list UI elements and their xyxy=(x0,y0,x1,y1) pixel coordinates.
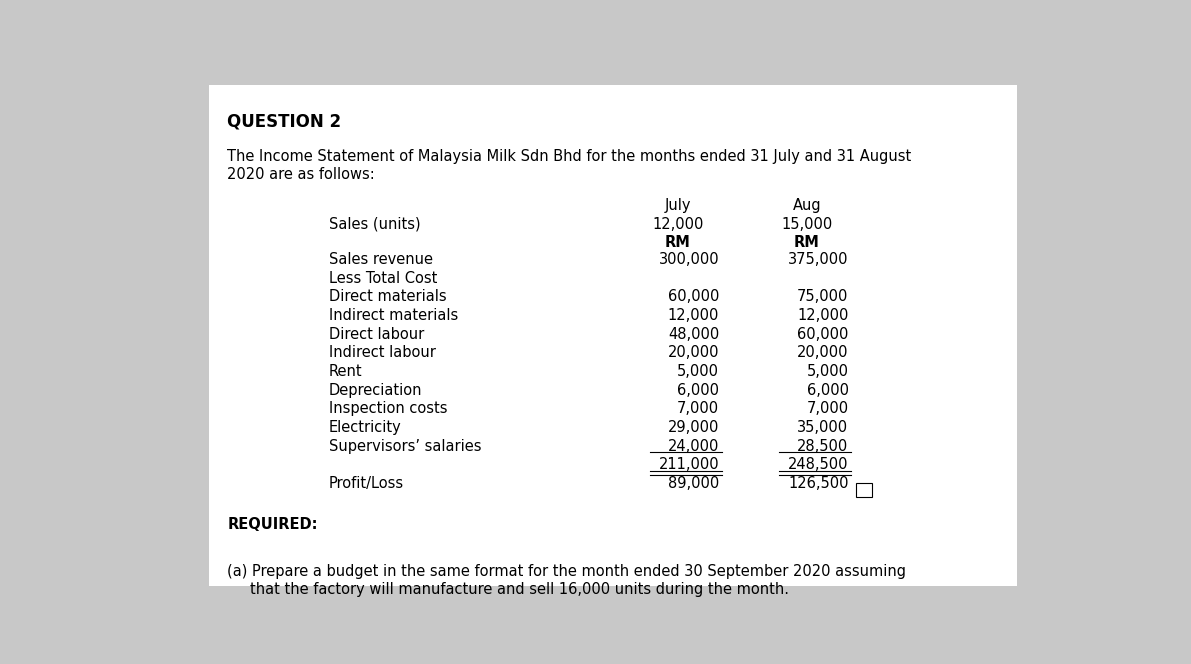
Text: 248,500: 248,500 xyxy=(788,457,848,473)
Text: Depreciation: Depreciation xyxy=(329,382,423,398)
Text: 75,000: 75,000 xyxy=(797,290,848,305)
Text: 60,000: 60,000 xyxy=(797,327,848,342)
Text: 6,000: 6,000 xyxy=(806,382,848,398)
Text: 60,000: 60,000 xyxy=(668,290,719,305)
Text: Inspection costs: Inspection costs xyxy=(329,402,448,416)
Text: Indirect materials: Indirect materials xyxy=(329,308,459,323)
Text: 2020 are as follows:: 2020 are as follows: xyxy=(227,167,375,183)
Text: Direct materials: Direct materials xyxy=(329,290,447,305)
Text: 35,000: 35,000 xyxy=(798,420,848,435)
Text: Profit/Loss: Profit/Loss xyxy=(329,476,404,491)
Text: RM: RM xyxy=(665,235,691,250)
Text: 12,000: 12,000 xyxy=(668,308,719,323)
Text: QUESTION 2: QUESTION 2 xyxy=(227,113,342,131)
Text: July: July xyxy=(665,198,691,213)
Text: that the factory will manufacture and sell 16,000 units during the month.: that the factory will manufacture and se… xyxy=(250,582,790,598)
Text: Direct labour: Direct labour xyxy=(329,327,424,342)
Text: Sales revenue: Sales revenue xyxy=(329,252,432,267)
Text: 24,000: 24,000 xyxy=(668,439,719,454)
Text: 126,500: 126,500 xyxy=(788,476,848,491)
Text: 12,000: 12,000 xyxy=(797,308,848,323)
Text: Sales (units): Sales (units) xyxy=(329,216,420,232)
Text: 5,000: 5,000 xyxy=(806,364,848,379)
Text: REQUIRED:: REQUIRED: xyxy=(227,517,318,532)
Text: 7,000: 7,000 xyxy=(678,402,719,416)
Text: 12,000: 12,000 xyxy=(653,216,704,232)
Text: Indirect labour: Indirect labour xyxy=(329,345,436,361)
Text: (a) Prepare a budget in the same format for the month ended 30 September 2020 as: (a) Prepare a budget in the same format … xyxy=(227,564,906,579)
Text: 7,000: 7,000 xyxy=(806,402,848,416)
Text: 375,000: 375,000 xyxy=(788,252,848,267)
Text: 20,000: 20,000 xyxy=(668,345,719,361)
Text: Supervisors’ salaries: Supervisors’ salaries xyxy=(329,439,481,454)
Text: 6,000: 6,000 xyxy=(678,382,719,398)
Text: Less Total Cost: Less Total Cost xyxy=(329,271,437,286)
Text: 28,500: 28,500 xyxy=(797,439,848,454)
Text: Aug: Aug xyxy=(793,198,822,213)
Text: 5,000: 5,000 xyxy=(678,364,719,379)
Text: 211,000: 211,000 xyxy=(659,457,719,473)
Text: 89,000: 89,000 xyxy=(668,476,719,491)
Text: 48,000: 48,000 xyxy=(668,327,719,342)
Text: 20,000: 20,000 xyxy=(797,345,848,361)
FancyBboxPatch shape xyxy=(208,85,1017,586)
Text: 15,000: 15,000 xyxy=(781,216,833,232)
Text: 300,000: 300,000 xyxy=(659,252,719,267)
Text: RM: RM xyxy=(794,235,819,250)
Bar xyxy=(856,483,872,497)
Text: 29,000: 29,000 xyxy=(668,420,719,435)
Text: Rent: Rent xyxy=(329,364,362,379)
Text: The Income Statement of Malaysia Milk Sdn Bhd for the months ended 31 July and 3: The Income Statement of Malaysia Milk Sd… xyxy=(227,149,911,164)
Text: Electricity: Electricity xyxy=(329,420,401,435)
